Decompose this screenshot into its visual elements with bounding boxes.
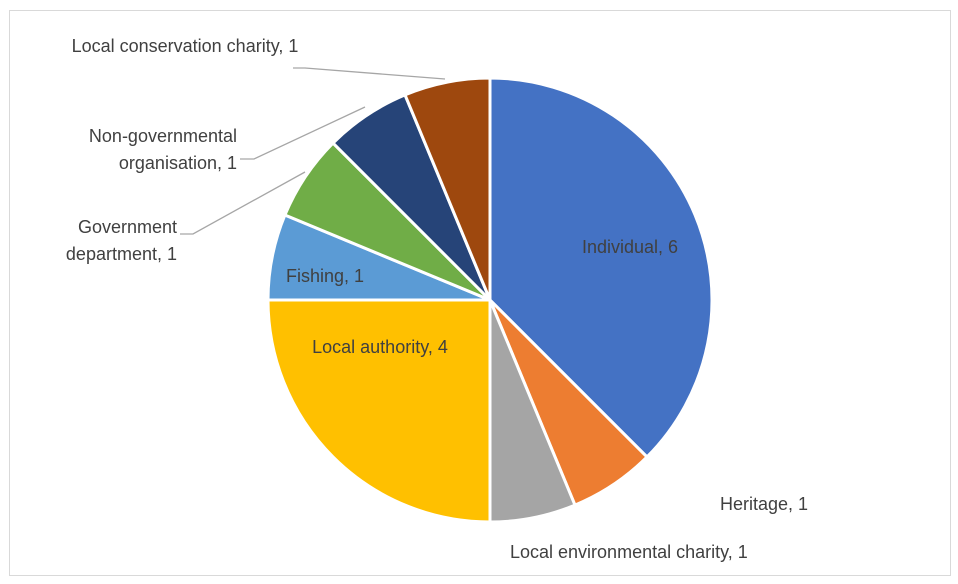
leader-line-non-governmental-organisation [240,106,366,160]
leader-line-government-department [180,171,306,235]
data-label-fishing: Fishing, 1 [286,266,364,286]
data-label-local-conservation-charity: Local conservation charity, 1 [72,36,299,56]
data-label-local-authority: Local authority, 4 [312,337,448,357]
data-label-non-governmental-organisation: Non-governmental organisation, 1 [89,126,237,173]
data-label-heritage: Heritage, 1 [720,494,808,514]
data-label-government-department: Government department, 1 [66,217,177,264]
pie-slice-individual [488,76,714,459]
leader-line-local-conservation-charity [293,67,446,80]
data-label-individual: Individual, 6 [582,237,678,257]
pie-slice-local-authority [266,298,492,524]
data-label-local-environmental-charity: Local environmental charity, 1 [510,542,748,562]
pie-slice-local-conservation-charity [403,76,492,302]
